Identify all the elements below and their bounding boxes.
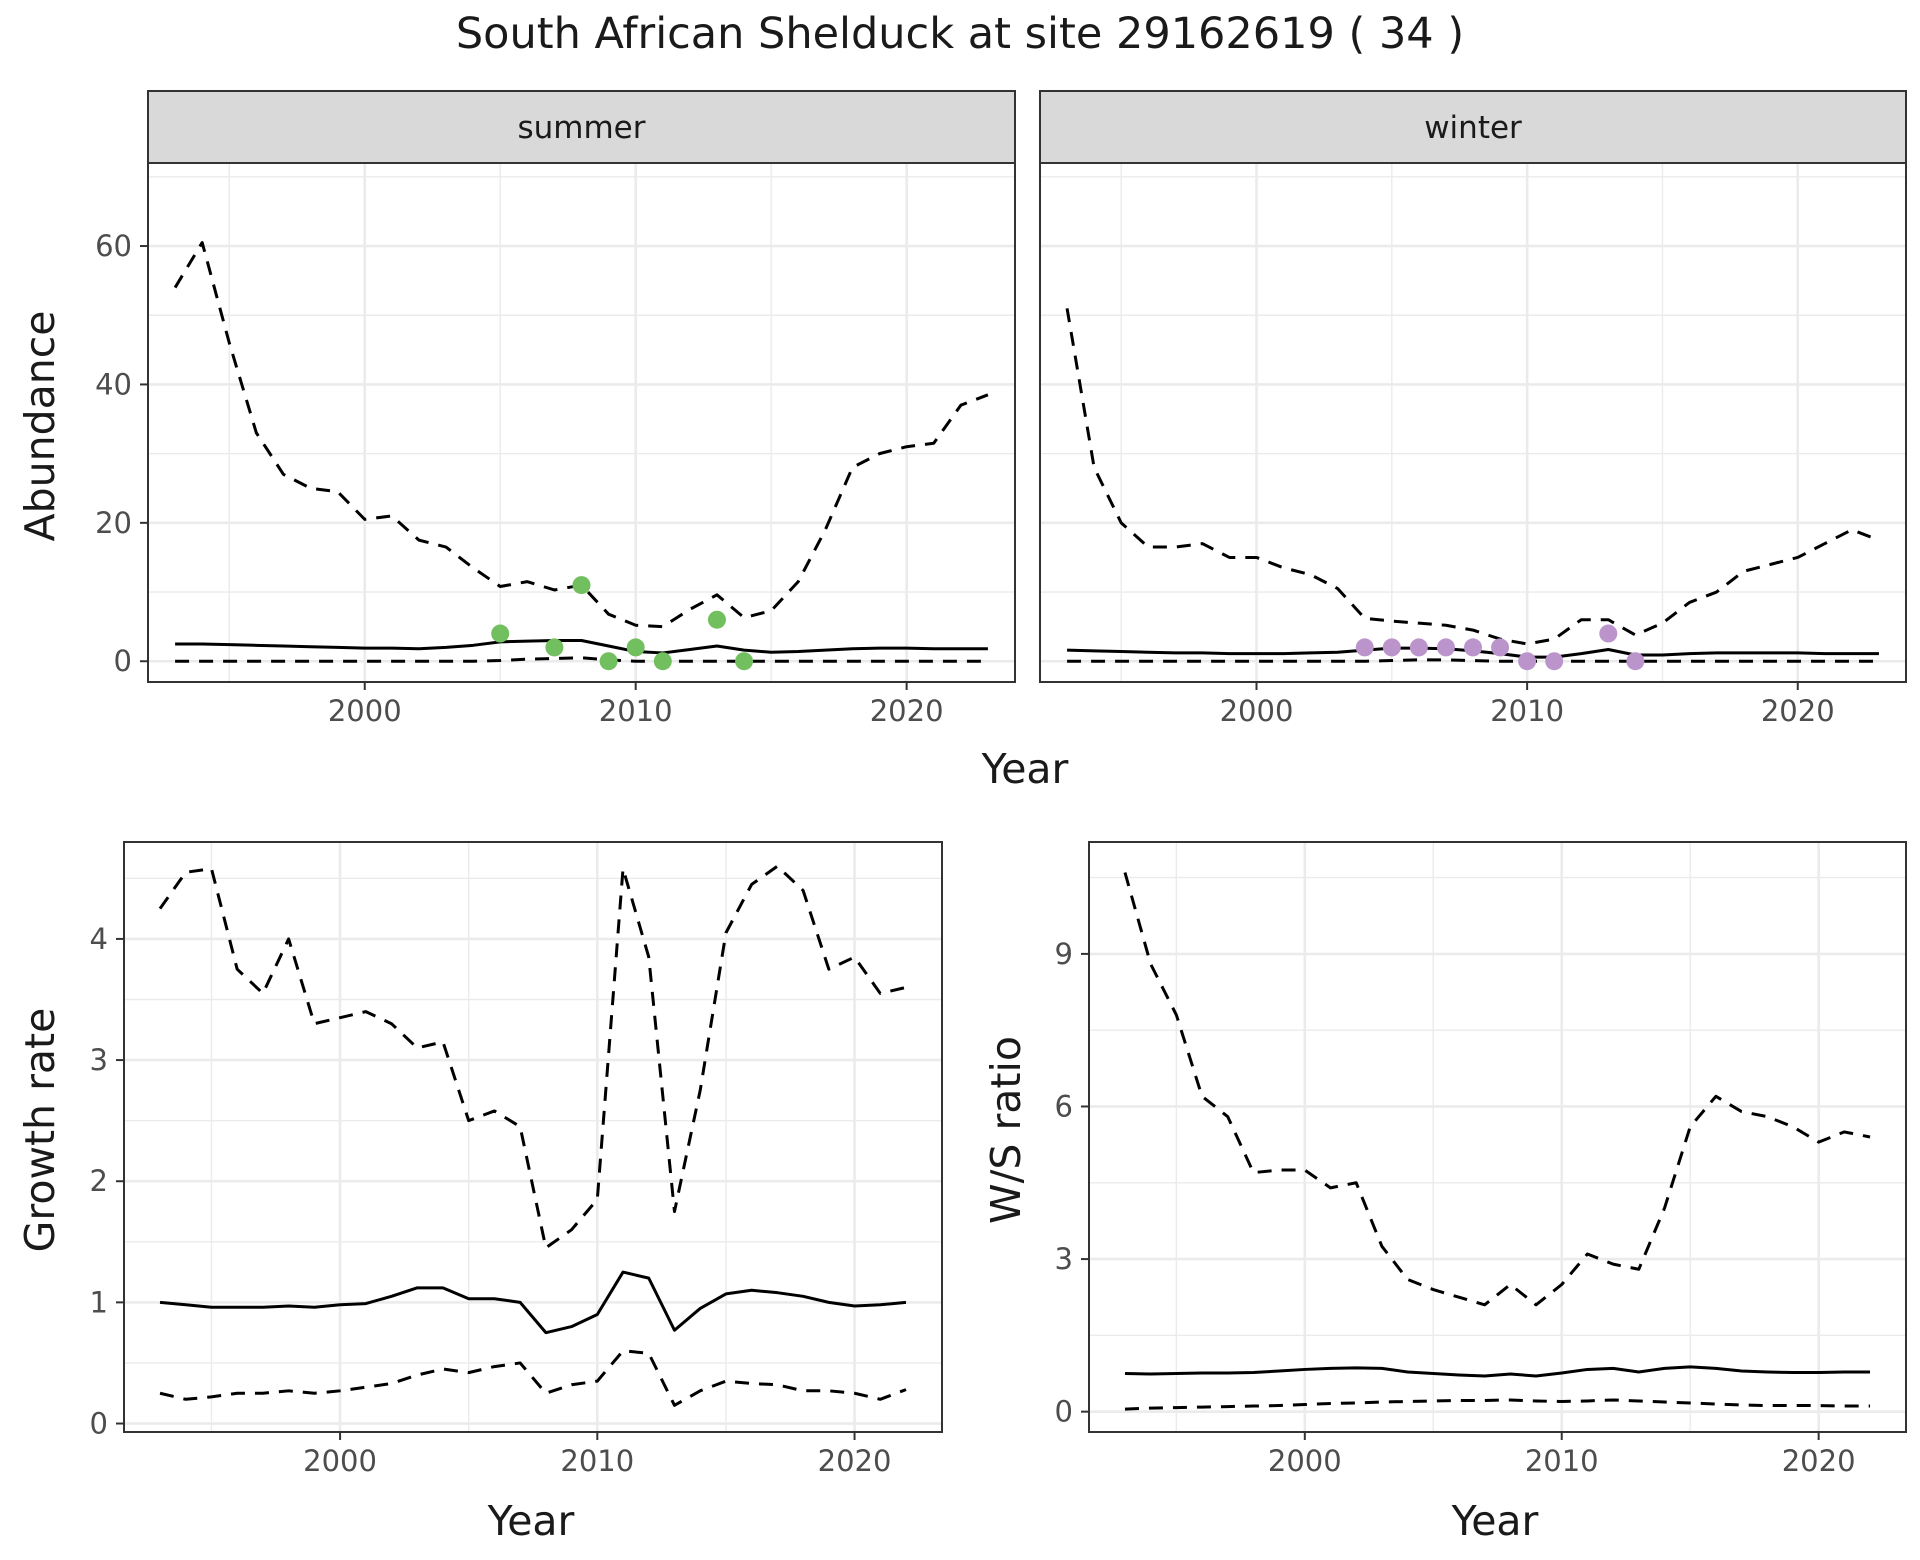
summer-y-tick-label: 20	[95, 506, 132, 540]
winter-observed-point	[1545, 652, 1564, 671]
ws-ratio-panel: 2000 2010 2020 0 3 6 9	[1055, 841, 1907, 1478]
growth-y-tick-label: 3	[90, 1043, 108, 1077]
summer-observed-point	[545, 638, 564, 657]
ws-ratio-estimate-line	[1124, 1365, 1871, 1378]
summer-observed-point	[707, 610, 726, 629]
summer-y-tick-label: 60	[95, 229, 132, 263]
growth-panel-border	[123, 841, 943, 1433]
summer-observed-point	[572, 576, 591, 595]
ws-ratio-x-tick-label: 2020	[1782, 1444, 1856, 1478]
growth-y-tick-label: 4	[90, 922, 108, 956]
growth-x-tick-label: 2020	[818, 1444, 892, 1478]
winter-lower-line	[1067, 658, 1879, 663]
winter-x-tick-label: 2010	[1490, 694, 1564, 728]
growth-y-tick-label: 0	[90, 1407, 108, 1441]
winter-observed-point	[1599, 624, 1618, 643]
ws-ratio-lower-line	[1124, 1398, 1871, 1411]
winter-observed-point	[1382, 638, 1401, 657]
summer-observed-point	[491, 624, 510, 643]
growth-lower-line	[159, 1349, 907, 1407]
winter-strip-label: winter	[1424, 110, 1522, 146]
ws-ratio-y-tick-label: 0	[1055, 1395, 1073, 1429]
summer-x-tick-label: 2020	[870, 694, 944, 728]
winter-x-tick-label: 2020	[1761, 694, 1835, 728]
growth-upper-line	[158, 864, 907, 1250]
summer-lower-line	[175, 656, 988, 663]
winter-upper-line	[1065, 308, 1880, 646]
ws-x-axis-title: Year	[1451, 1497, 1539, 1545]
ws-ratio-y-tick-label: 9	[1055, 937, 1073, 971]
abundance-y-axis-title: Abundance	[16, 311, 64, 542]
winter-observed-point	[1355, 638, 1374, 657]
growth-rate-panel: 2000 2010 2020 0 1 2 3 4	[90, 841, 943, 1478]
summer-estimate-line	[175, 638, 988, 655]
abundance-panel-winter: 2000 2010 2020 winter	[1039, 90, 1907, 728]
ws-ratio-y-tick-label: 6	[1055, 1089, 1073, 1123]
ws-ratio-y-tick-label: 3	[1055, 1242, 1073, 1276]
winter-observed-point	[1464, 638, 1482, 657]
winter-x-tick-label: 2000	[1220, 694, 1294, 728]
figure-title: South African Shelduck at site 29162619 …	[456, 9, 1464, 59]
summer-x-tick-label: 2000	[328, 694, 402, 728]
winter-observed-point	[1436, 638, 1455, 657]
growth-estimate-line	[159, 1270, 907, 1335]
ws-y-axis-title: W/S ratio	[982, 1036, 1030, 1224]
ws-ratio-panel-border	[1088, 841, 1907, 1433]
summer-y-tick-label: 40	[95, 367, 132, 401]
ws-ratio-upper-line	[1123, 872, 1871, 1307]
winter-strip	[1039, 90, 1907, 164]
summer-x-tick-label: 2010	[599, 694, 673, 728]
summer-observed-point	[653, 652, 672, 671]
growth-x-tick-label: 2010	[560, 1444, 634, 1478]
summer-strip	[147, 90, 1016, 164]
growth-y-axis-title: Growth rate	[16, 1008, 64, 1253]
winter-observed-point	[1491, 638, 1510, 657]
summer-strip-label: summer	[517, 110, 645, 146]
growth-y-tick-label: 2	[90, 1164, 108, 1198]
winter-observed-point	[1518, 652, 1537, 671]
growth-y-tick-label: 1	[90, 1285, 108, 1319]
abundance-x-axis-title: Year	[981, 745, 1069, 793]
winter-observed-point	[1409, 638, 1428, 657]
summer-observed-point	[626, 638, 645, 657]
summer-observed-point	[599, 652, 618, 671]
summer-observed-point	[735, 652, 754, 671]
winter-observed-point	[1626, 652, 1645, 671]
growth-x-axis-title: Year	[487, 1497, 575, 1545]
summer-y-tick-label: 0	[114, 644, 132, 678]
ws-ratio-x-tick-label: 2000	[1268, 1444, 1342, 1478]
growth-x-tick-label: 2000	[303, 1444, 377, 1478]
ws-ratio-x-tick-label: 2010	[1525, 1444, 1599, 1478]
abundance-panel-summer: 2000 2010 2020 0 20 40 60 summer	[95, 90, 1016, 728]
